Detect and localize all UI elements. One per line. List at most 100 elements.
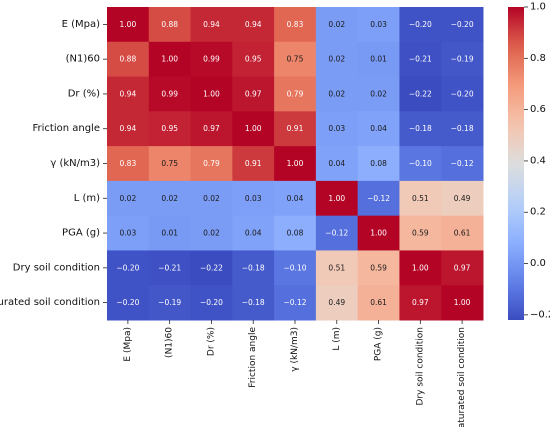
- row-label: γ (kN/m3): [50, 158, 100, 169]
- heatmap-cell: [441, 285, 484, 321]
- cell-value-label: 0.79: [287, 89, 304, 98]
- cell-value-label: 0.97: [203, 124, 220, 133]
- row-label: Dr (%): [68, 88, 100, 99]
- heatmap-cell: [357, 250, 400, 286]
- cell-value-label: 0.83: [120, 159, 137, 168]
- cell-value-label: 0.94: [120, 89, 137, 98]
- heatmap-cell: [148, 146, 192, 182]
- heatmap-cell: [232, 285, 275, 321]
- heatmap-cell: [274, 146, 317, 182]
- heatmap-cell: [107, 285, 150, 321]
- heatmap-cell: [274, 215, 317, 251]
- cell-value-label: 0.03: [245, 194, 262, 203]
- cell-value-label: 0.97: [412, 298, 429, 307]
- heatmap-cell: [148, 76, 192, 112]
- cell-value-label: 0.75: [287, 55, 304, 64]
- heatmap-cell: [441, 41, 484, 78]
- cell-value-label: 0.51: [328, 263, 345, 272]
- heatmap-cell: [357, 215, 400, 251]
- cell-value-label: −0.18: [242, 298, 265, 307]
- column-label: E (Mpa): [123, 327, 133, 362]
- heatmap-cell: [315, 76, 359, 112]
- heatmap-cell: [107, 215, 150, 251]
- heatmap-cell: [232, 180, 275, 217]
- heatmap-cell: [315, 7, 359, 43]
- cell-value-label: −0.19: [451, 55, 474, 64]
- heatmap-cell: [190, 250, 233, 286]
- cell-value-label: 0.88: [161, 20, 178, 29]
- heatmap-cell: [315, 180, 359, 217]
- cell-value-label: −0.20: [409, 20, 432, 29]
- cell-value-label: −0.18: [242, 263, 265, 272]
- heatmap-cell: [190, 285, 233, 321]
- cell-value-label: 0.61: [454, 229, 471, 238]
- heatmap-cell: [399, 146, 442, 182]
- cell-value-label: −0.20: [116, 263, 139, 272]
- cell-value-label: 1.00: [161, 55, 178, 64]
- cell-value-label: 0.59: [370, 263, 387, 272]
- heatmap-cell: [441, 250, 484, 286]
- cell-value-label: 0.01: [370, 55, 387, 64]
- heatmap-cell: [399, 7, 442, 43]
- cell-value-label: −0.22: [409, 89, 432, 98]
- cell-value-label: 1.00: [370, 229, 387, 238]
- heatmap-cell: [357, 180, 400, 217]
- cell-value-label: −0.12: [284, 298, 307, 307]
- cell-value-label: −0.20: [451, 20, 474, 29]
- heatmap-cell: [232, 215, 275, 251]
- colorbar-tick-label: 0.4: [530, 155, 546, 166]
- cell-value-label: 0.02: [161, 194, 178, 203]
- column-label: Friction angle: [248, 327, 258, 388]
- cell-value-label: −0.21: [409, 55, 432, 64]
- cell-value-label: 0.03: [328, 124, 345, 133]
- heatmap-cell: [441, 180, 484, 217]
- heatmap-cell: [148, 250, 192, 286]
- heatmap-cell: [399, 76, 442, 112]
- heatmap-cell: [274, 76, 317, 112]
- heatmap-cell: [107, 111, 150, 147]
- heatmap-cell: [357, 76, 400, 112]
- cell-value-label: 0.79: [203, 159, 220, 168]
- heatmap-cell: [107, 180, 150, 217]
- heatmap-cell: [232, 7, 275, 43]
- colorbar: [508, 7, 524, 320]
- cell-value-label: 0.97: [245, 89, 262, 98]
- heatmap-cell: [399, 41, 442, 78]
- row-label: PGA (g): [62, 228, 100, 239]
- cell-value-label: 1.00: [245, 124, 262, 133]
- cell-value-label: −0.21: [158, 263, 181, 272]
- cell-value-label: 0.04: [328, 159, 345, 168]
- cell-value-label: 0.91: [287, 124, 304, 133]
- cell-value-label: 0.91: [245, 159, 262, 168]
- cell-value-label: 0.59: [412, 229, 429, 238]
- cell-value-label: 0.04: [245, 229, 262, 238]
- cell-value-label: 0.95: [161, 124, 178, 133]
- column-label: Saturated soil condition: [457, 327, 467, 427]
- cell-value-label: −0.10: [409, 159, 432, 168]
- cell-value-label: 0.49: [328, 298, 345, 307]
- cell-value-label: −0.10: [284, 263, 307, 272]
- heatmap-cell: [357, 111, 400, 147]
- cell-value-label: 0.04: [287, 194, 304, 203]
- heatmap-cell: [148, 215, 192, 251]
- colorbar-tick-label: 0.8: [530, 53, 546, 64]
- row-labels: E (Mpa) (N1)60 Dr (%) Friction angle γ (kN/m…: [0, 19, 107, 308]
- heatmap-cell: [274, 250, 317, 286]
- row-label: L (m): [74, 193, 100, 204]
- cell-value-label: 0.02: [120, 194, 137, 203]
- cell-value-label: −0.18: [451, 124, 474, 133]
- heatmap-cell: [232, 111, 275, 147]
- cell-value-label: 0.49: [454, 194, 471, 203]
- cell-value-label: 1.00: [203, 89, 220, 98]
- row-label: Dry soil condition: [13, 262, 100, 273]
- heatmap-cell: [399, 215, 442, 251]
- cell-value-label: 0.08: [287, 229, 304, 238]
- heatmap-cell: [399, 285, 442, 321]
- column-label: L (m): [332, 327, 342, 351]
- heatmap-cell-values: 1.00 0.88 0.94 0.94 0.83 0.02 0.03 −0.20 −0.20 0.…: [116, 20, 473, 307]
- heatmap-cell: [274, 285, 317, 321]
- column-label: Dry soil condition: [415, 327, 425, 406]
- cell-value-label: 0.97: [454, 263, 471, 272]
- cell-value-label: 0.61: [370, 298, 387, 307]
